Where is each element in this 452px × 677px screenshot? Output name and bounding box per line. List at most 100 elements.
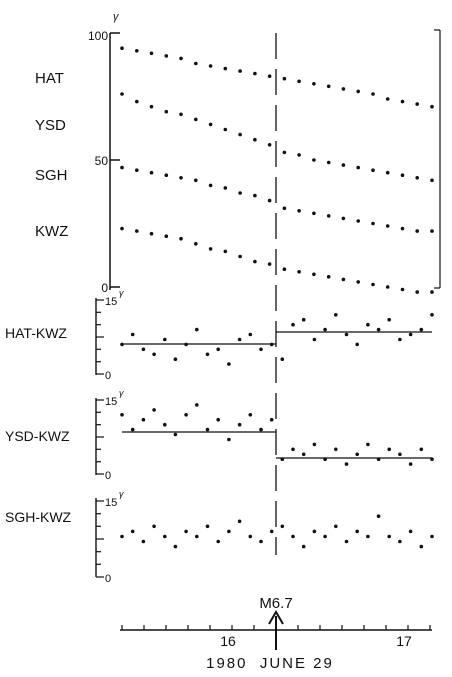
point-ysd-kwz bbox=[291, 448, 295, 452]
point-ysd bbox=[209, 123, 213, 127]
point-sgh bbox=[194, 179, 198, 183]
point-hat bbox=[209, 64, 213, 68]
point-sgh bbox=[120, 166, 124, 170]
point-ysd bbox=[401, 173, 405, 177]
point-kwz bbox=[238, 255, 242, 259]
point-ysd-kwz bbox=[420, 448, 424, 452]
point-ysd bbox=[342, 163, 346, 167]
point-kwz bbox=[165, 234, 169, 238]
main-tick-label-50: 50 bbox=[95, 154, 109, 168]
hat-kwz-tick-0: 0 bbox=[105, 370, 111, 382]
point-ysd bbox=[312, 158, 316, 162]
point-sgh-kwz bbox=[206, 525, 210, 529]
point-sgh bbox=[342, 217, 346, 221]
point-hat bbox=[297, 80, 301, 84]
point-sgh-kwz bbox=[313, 530, 317, 534]
point-hat-kwz bbox=[131, 333, 135, 337]
point-hat-kwz bbox=[281, 357, 285, 361]
point-hat-kwz bbox=[195, 328, 199, 332]
point-kwz bbox=[327, 275, 331, 279]
point-ysd bbox=[327, 161, 331, 165]
point-ysd-kwz bbox=[409, 462, 413, 466]
point-hat bbox=[371, 92, 375, 96]
point-sgh bbox=[386, 224, 390, 228]
series-label-ysd: YSD bbox=[35, 117, 66, 134]
point-hat bbox=[268, 74, 272, 78]
point-sgh-kwz bbox=[409, 530, 413, 534]
series-label-hat: HAT bbox=[35, 70, 64, 87]
point-kwz bbox=[268, 262, 272, 266]
hat-kwz-axis-ticks bbox=[96, 300, 104, 374]
event-label: M6.7 bbox=[259, 595, 292, 612]
point-hat-kwz bbox=[420, 328, 424, 332]
point-ysd-kwz bbox=[387, 448, 391, 452]
point-sgh-kwz bbox=[142, 540, 146, 544]
point-ysd bbox=[135, 100, 139, 104]
point-ysd-kwz bbox=[430, 457, 434, 461]
point-ysd bbox=[253, 138, 257, 142]
point-sgh bbox=[297, 209, 301, 213]
point-sgh bbox=[268, 199, 272, 203]
point-sgh-kwz bbox=[152, 525, 156, 529]
point-hat-kwz bbox=[334, 313, 338, 317]
point-ysd-kwz bbox=[142, 418, 146, 422]
point-hat-kwz bbox=[152, 353, 156, 357]
point-hat-kwz bbox=[238, 338, 242, 342]
hat-kwz-tick-15: 15 bbox=[105, 296, 117, 308]
point-ysd-kwz bbox=[345, 462, 349, 466]
point-ysd-kwz bbox=[355, 453, 359, 457]
point-sgh bbox=[415, 229, 419, 233]
point-kwz bbox=[135, 229, 139, 233]
series-label-sgh: SGH bbox=[35, 167, 68, 184]
point-ysd bbox=[356, 166, 360, 170]
point-hat bbox=[327, 85, 331, 89]
point-sgh-kwz bbox=[323, 535, 327, 539]
point-ysd bbox=[120, 92, 124, 96]
point-ysd bbox=[238, 133, 242, 137]
point-ysd bbox=[165, 110, 169, 114]
point-ysd bbox=[297, 153, 301, 157]
main-data-points bbox=[120, 46, 434, 294]
point-kwz bbox=[297, 270, 301, 274]
point-sgh-kwz bbox=[281, 525, 285, 529]
point-kwz bbox=[430, 290, 434, 294]
point-sgh-kwz bbox=[366, 535, 370, 539]
point-hat-kwz bbox=[227, 362, 231, 366]
point-sgh-kwz bbox=[163, 535, 167, 539]
point-ysd bbox=[194, 118, 198, 122]
point-ysd-kwz bbox=[323, 457, 327, 461]
point-sgh-kwz bbox=[238, 520, 242, 524]
point-ysd-kwz bbox=[313, 443, 317, 447]
point-hat-kwz bbox=[345, 333, 349, 337]
point-sgh bbox=[283, 207, 287, 211]
panel-sgh-kwz: 15 γ 0 SGH-KWZ bbox=[5, 489, 434, 585]
sgh-kwz-unit: γ bbox=[119, 489, 124, 499]
point-hat-kwz bbox=[366, 323, 370, 327]
point-sgh-kwz bbox=[302, 545, 306, 549]
point-sgh-kwz bbox=[195, 535, 199, 539]
sgh-kwz-tick-15: 15 bbox=[105, 497, 117, 509]
point-ysd bbox=[283, 151, 287, 155]
point-hat-kwz bbox=[142, 348, 146, 352]
point-ysd-kwz bbox=[152, 408, 156, 412]
sgh-kwz-tick-0: 0 bbox=[105, 573, 111, 585]
sgh-kwz-label: SGH-KWZ bbox=[5, 509, 72, 525]
point-sgh bbox=[165, 173, 169, 177]
point-hat-kwz bbox=[216, 348, 220, 352]
main-tick-label-0: 0 bbox=[101, 281, 108, 295]
point-kwz bbox=[253, 260, 257, 264]
point-sgh-kwz bbox=[270, 530, 274, 534]
point-ysd-kwz bbox=[120, 413, 124, 417]
series-label-kwz: KWZ bbox=[35, 223, 68, 240]
main-unit-label: γ bbox=[113, 11, 120, 23]
point-kwz bbox=[120, 227, 124, 231]
point-sgh bbox=[356, 219, 360, 223]
point-kwz bbox=[283, 267, 287, 271]
point-hat-kwz bbox=[430, 313, 434, 317]
point-kwz bbox=[371, 283, 375, 287]
point-hat-kwz bbox=[398, 338, 402, 342]
point-ysd-kwz bbox=[249, 413, 253, 417]
point-hat-kwz bbox=[259, 348, 263, 352]
point-hat bbox=[415, 102, 419, 106]
